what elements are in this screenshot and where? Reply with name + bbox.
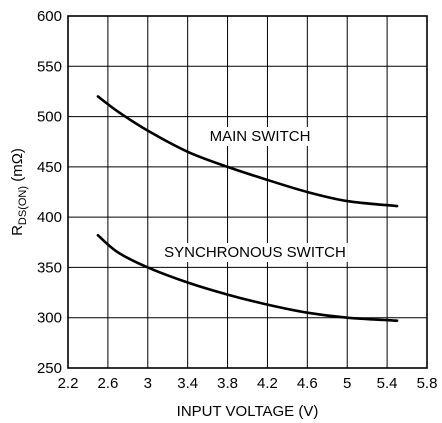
series-line-main-switch [98, 96, 397, 206]
plot-frame [68, 16, 427, 368]
y-tick-label: 600 [37, 8, 62, 25]
x-tick-label: 5.8 [417, 375, 438, 392]
y-axis-ticks: 250 300 350 400 450 500 550 600 [37, 8, 62, 377]
x-tick-label: 2.6 [97, 375, 118, 392]
x-tick-label: 3.8 [217, 375, 238, 392]
y-axis-title-unit: (mΩ) [9, 148, 26, 186]
y-tick-label: 250 [37, 360, 62, 377]
y-axis-title-symbol: R [9, 225, 26, 236]
y-axis-title: RDS(ON) (mΩ) [9, 148, 29, 236]
x-tick-label: 3 [144, 375, 152, 392]
series-label-main-switch: MAIN SWITCH [210, 128, 311, 145]
x-axis-title: INPUT VOLTAGE (V) [177, 403, 319, 420]
x-tick-label: 4.2 [257, 375, 278, 392]
y-tick-label: 550 [37, 58, 62, 75]
x-axis-ticks: 2.2 2.6 3 3.4 3.8 4.2 4.6 5 5.4 5.8 [58, 375, 438, 392]
series-label-synchronous-switch: SYNCHRONOUS SWITCH [164, 244, 346, 261]
y-tick-label: 500 [37, 109, 62, 126]
y-tick-label: 300 [37, 310, 62, 327]
y-tick-label: 450 [37, 159, 62, 176]
x-tick-label: 2.2 [58, 375, 79, 392]
x-tick-label: 4.6 [297, 375, 318, 392]
y-tick-label: 350 [37, 259, 62, 276]
x-tick-label: 5 [343, 375, 351, 392]
grid [68, 16, 427, 368]
x-tick-label: 3.4 [177, 375, 198, 392]
x-tick-label: 5.4 [377, 375, 398, 392]
y-axis-title-subscript: DS(ON) [17, 186, 29, 225]
y-tick-label: 400 [37, 209, 62, 226]
